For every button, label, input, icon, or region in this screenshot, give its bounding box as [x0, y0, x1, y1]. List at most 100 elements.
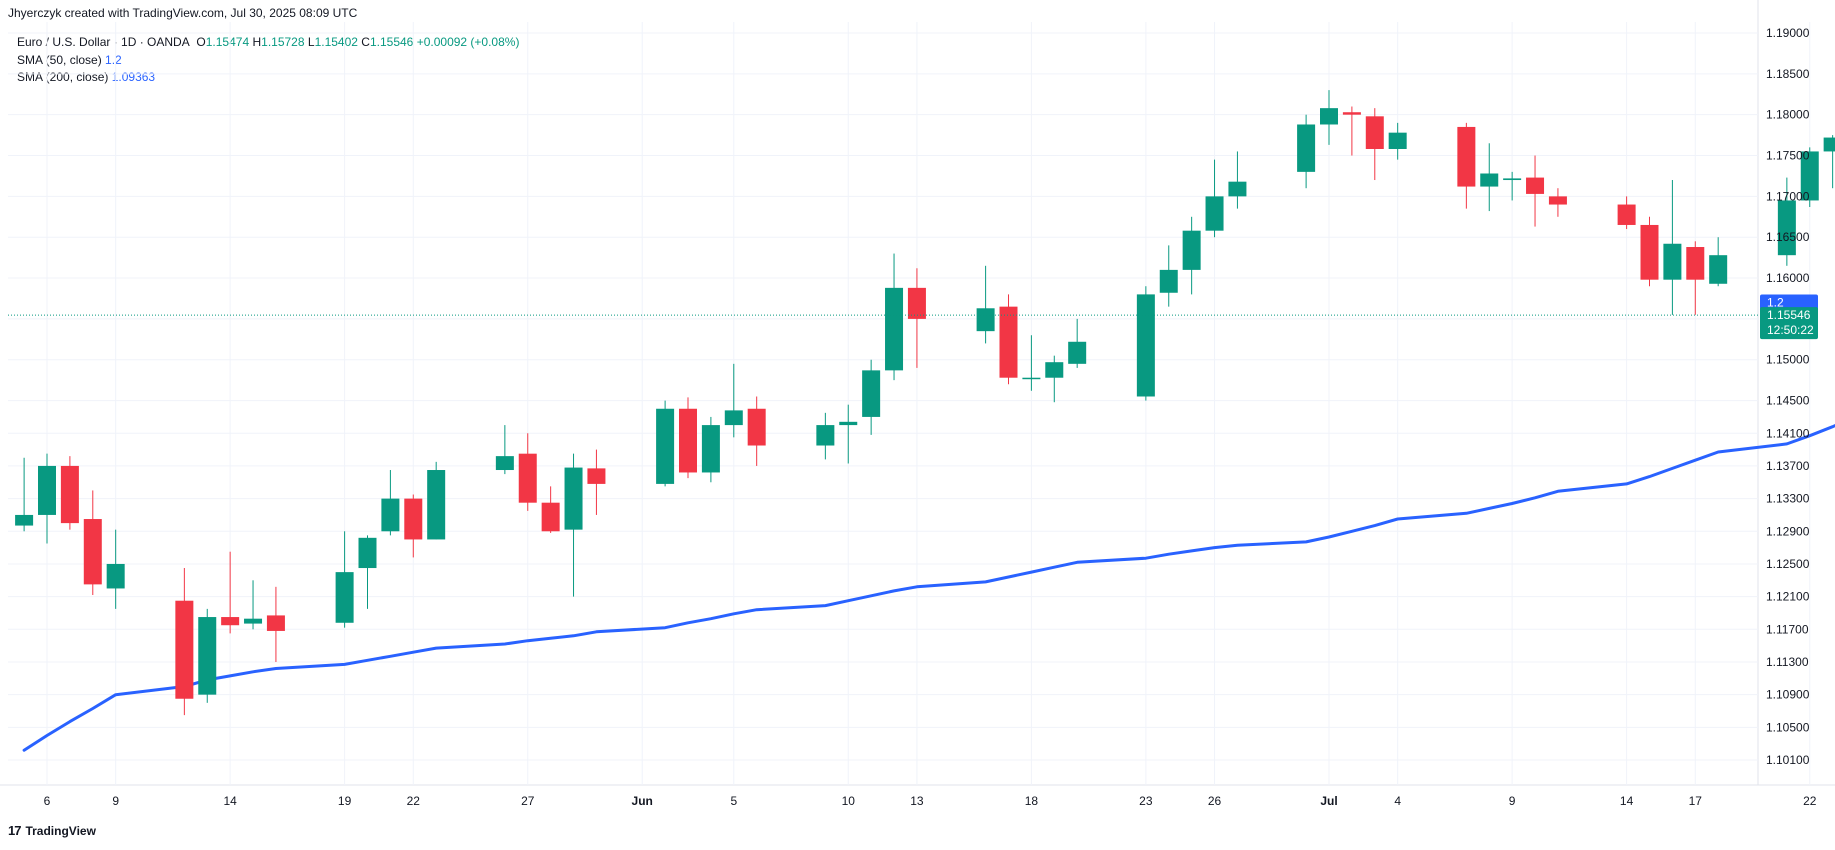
candle-body — [175, 600, 194, 699]
high-key: H — [252, 35, 262, 49]
candle — [15, 457, 34, 532]
sma-line — [22, 424, 1835, 752]
candle — [1365, 108, 1384, 181]
sma-value-tag-label: 1.2 — [1767, 296, 1784, 310]
y-tick-label: 1.12500 — [1766, 557, 1810, 571]
time-axis[interactable]: 6914192227Jun51013182326Jul4914172225Aug… — [44, 794, 1835, 808]
y-tick-label: 1.14500 — [1766, 394, 1810, 408]
y-tick-label: 1.13300 — [1766, 492, 1810, 506]
candle — [1068, 318, 1087, 368]
candle-body — [1342, 112, 1361, 115]
candle — [221, 551, 240, 634]
candle-body — [1045, 362, 1064, 378]
candle-body — [679, 408, 697, 473]
sma50-label: SMA (50, close) — [17, 52, 102, 67]
legend-sma50-row[interactable]: SMA (50, close) 1.2 — [17, 52, 519, 70]
x-tick-label: Jun — [632, 794, 653, 808]
candle — [1526, 155, 1545, 227]
candle-body — [747, 408, 766, 446]
tradingview-brand: TradingView — [25, 823, 96, 838]
y-tick-label: 1.18500 — [1766, 67, 1810, 81]
candle-body — [976, 308, 995, 332]
x-tick-label: Jul — [1320, 794, 1337, 808]
candle-body — [495, 456, 514, 471]
candle — [266, 586, 285, 662]
candle — [541, 486, 560, 533]
candle — [1297, 114, 1316, 189]
candle — [83, 490, 102, 595]
candle-body — [518, 453, 537, 503]
x-tick-label: 27 — [521, 794, 535, 808]
candle-body — [1320, 108, 1338, 125]
candle — [564, 453, 583, 597]
candle-body — [106, 563, 125, 589]
candle-body — [1777, 200, 1796, 256]
candle-body — [83, 519, 102, 585]
candle — [106, 529, 125, 609]
candle-body — [221, 617, 240, 626]
candle — [976, 265, 995, 344]
y-tick-label: 1.19000 — [1766, 26, 1810, 40]
candle-body — [1640, 224, 1659, 280]
candle — [1342, 106, 1361, 156]
candle-body — [816, 425, 835, 446]
candle — [656, 400, 675, 487]
price-tag-value: 1.15546 — [1767, 308, 1811, 322]
candle — [1136, 286, 1155, 401]
candle — [1228, 151, 1247, 209]
close-key: C — [361, 35, 370, 49]
candle — [335, 531, 354, 628]
low-value: 1.15402 — [314, 35, 358, 49]
candle — [839, 404, 858, 464]
candle — [885, 253, 904, 381]
candle-body — [1022, 377, 1041, 380]
candle-body — [1480, 173, 1499, 187]
x-tick-label: 14 — [223, 794, 237, 808]
candle — [1457, 122, 1476, 209]
candle-body — [15, 514, 34, 526]
y-tick-label: 1.15000 — [1766, 353, 1810, 367]
candle-body — [1297, 124, 1316, 172]
candle-body — [1365, 116, 1384, 149]
y-tick-label: 1.16000 — [1766, 271, 1810, 285]
candle — [724, 363, 743, 438]
x-tick-label: 4 — [1394, 794, 1401, 808]
candle-body — [564, 467, 583, 530]
candle — [38, 453, 56, 544]
low-key: L — [307, 35, 315, 49]
candle-body — [1823, 137, 1835, 152]
candle-body — [1663, 243, 1682, 280]
candle-body — [1800, 151, 1819, 201]
x-tick-label: 26 — [1208, 794, 1222, 808]
candle-body — [724, 410, 743, 426]
candle — [518, 433, 537, 511]
candle — [1159, 245, 1178, 307]
x-tick-label: 9 — [112, 794, 119, 808]
y-tick-label: 1.11300 — [1766, 655, 1809, 669]
candle — [427, 461, 446, 540]
candle-body — [266, 615, 285, 631]
y-tick-label: 1.12900 — [1766, 524, 1810, 538]
x-tick-label: 14 — [1620, 794, 1634, 808]
candle-body — [404, 498, 423, 540]
candle-body — [381, 498, 400, 532]
symbol-name[interactable]: Euro / U.S. Dollar · 1D · OANDA — [17, 35, 190, 49]
y-tick-label: 1.17000 — [1766, 189, 1810, 203]
candle — [381, 470, 400, 536]
candle — [1800, 147, 1819, 207]
candle — [175, 568, 194, 716]
candle — [816, 412, 835, 460]
candle-body — [1503, 178, 1522, 181]
price-axis[interactable]: 1.19000 1.18500 1.18000 1.17500 1.17000 1.165… — [1760, 26, 1818, 767]
y-tick-label: 1.10500 — [1766, 720, 1810, 734]
candle — [1640, 216, 1659, 287]
candle — [1388, 122, 1407, 160]
sma50-value: 1.2 — [105, 52, 122, 67]
grid-lines — [0, 0, 1835, 786]
candle — [1548, 188, 1567, 217]
x-tick-label: 19 — [338, 794, 352, 808]
x-tick-label: 23 — [1139, 794, 1153, 808]
candles-layer — [15, 90, 1835, 716]
candle-body — [1526, 177, 1545, 194]
